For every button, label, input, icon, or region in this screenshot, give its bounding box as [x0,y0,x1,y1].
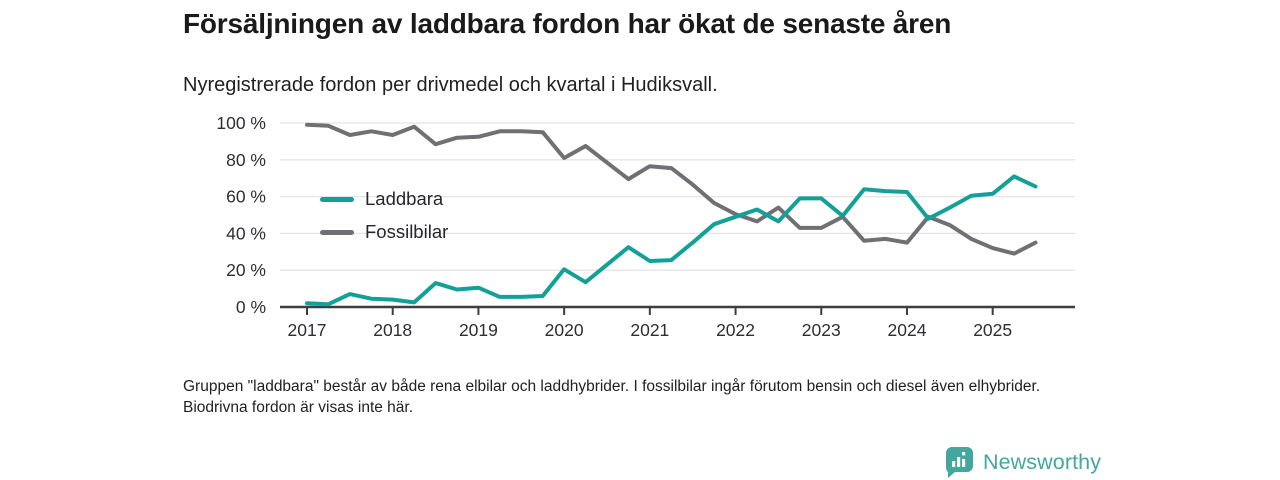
chart-legend: Laddbara Fossilbilar [320,186,448,245]
legend-item-fossilbilar: Fossilbilar [320,219,448,245]
x-axis-tick-label: 2020 [545,320,584,340]
legend-label: Fossilbilar [365,221,449,242]
y-axis-tick-label: 20 % [226,260,266,280]
x-axis-tick-label: 2022 [716,320,755,340]
y-axis-tick-label: 100 % [216,113,266,133]
x-axis-tick-label: 2023 [802,320,841,340]
y-axis-tick-label: 80 % [226,150,266,170]
fossilbilar-line [305,122,1038,256]
newsworthy-pin-icon [945,447,973,478]
legend-item-laddbara: Laddbara [320,186,448,212]
y-axis-tick-label: 60 % [226,187,266,207]
laddbara-line [305,174,1038,307]
newsworthy-logo-text: Newsworthy [983,449,1102,474]
x-axis-tick-label: 2025 [973,320,1012,340]
x-axis-tick-label: 2021 [630,320,669,340]
page-subtitle: Nyregistrerade fordon per drivmedel och … [183,74,718,96]
chart-footnote: Gruppen "laddbara" består av både rena e… [183,378,1041,417]
y-axis-tick-label: 40 % [226,223,266,243]
newsworthy-logo[interactable]: Newsworthy [944,446,1101,478]
laddbara-line-swatch [320,196,354,202]
x-axis-tick-label: 2019 [459,320,498,340]
line-chart-canvas: 0 % 20 % 40 % 60 % 80 % 100 % 2017 2018 2019 2020… [216,113,1075,340]
x-axis-tick-label: 2017 [288,320,327,340]
fossilbilar-line-swatch [320,229,354,235]
legend-label: Laddbara [365,188,444,209]
y-axis-tick-label: 0 % [236,297,266,317]
x-axis-tick-label: 2018 [373,320,412,340]
page-title: Försäljningen av laddbara fordon har öka… [183,8,952,39]
x-axis-tick-label: 2024 [888,320,927,340]
line-chart: 0 % 20 % 40 % 60 % 80 % 100 % 2017 2018 2019 2020… [170,105,1090,355]
